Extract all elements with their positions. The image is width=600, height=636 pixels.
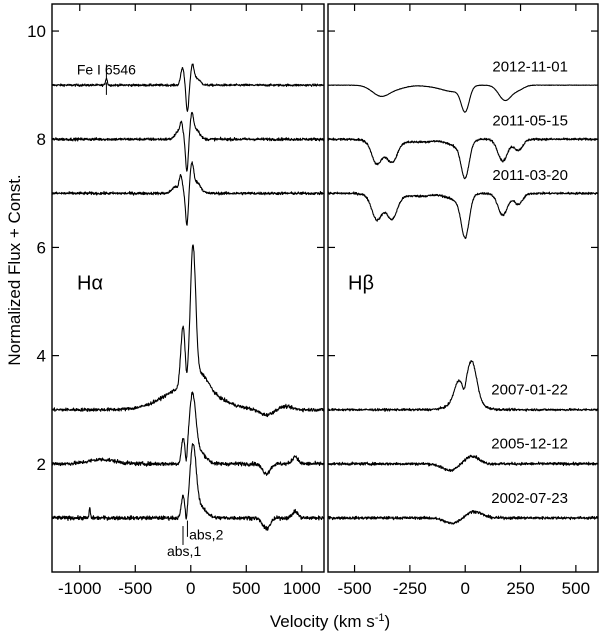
spectrum-2007-01-22 xyxy=(51,244,325,418)
spectrum-2007-01-22 xyxy=(327,359,599,412)
x-tick-label: -500 xyxy=(338,579,372,598)
epoch-label: 2011-03-20 xyxy=(492,167,568,184)
epoch-label: 2005-12-12 xyxy=(491,436,568,453)
spectrum-2011-03-20 xyxy=(51,161,325,226)
h-beta-panel: -500 -250 0 250 500 Hβ xyxy=(327,3,599,598)
x-tick-label: 250 xyxy=(506,579,534,598)
x-tick-label: 500 xyxy=(562,579,590,598)
spectrum-2011-05-15 xyxy=(327,137,599,180)
epoch-label: 2011-05-15 xyxy=(492,113,568,130)
x-axis-label: Velocity (km s-1) xyxy=(270,612,390,631)
epoch-labels: 2012-11-01 2011-05-15 2011-03-20 2007-01-22… xyxy=(491,59,568,507)
annotation-label: abs,1 xyxy=(167,543,201,559)
spectrum-2002-07-23 xyxy=(51,443,325,531)
plot-frame xyxy=(327,3,599,573)
x-tick-label: -1000 xyxy=(58,579,101,598)
x-tick-label: 0 xyxy=(186,579,195,598)
y-tick-label: 2 xyxy=(37,455,46,474)
x-tick-label: 0 xyxy=(460,579,469,598)
annotation-label: abs,2 xyxy=(189,527,223,543)
y-tick-label: 6 xyxy=(37,238,46,257)
x-tick-label: -250 xyxy=(393,579,427,598)
epoch-label: 2002-07-23 xyxy=(491,490,568,507)
epoch-label: 2007-01-22 xyxy=(491,382,568,399)
plot-frame xyxy=(51,3,325,573)
spectrum-2005-12-12 xyxy=(327,454,599,473)
spectrum-2002-07-23 xyxy=(327,510,599,525)
epoch-label: 2012-11-01 xyxy=(492,59,568,76)
x-tick-label: 1000 xyxy=(283,579,321,598)
spectrum-2005-12-12 xyxy=(51,391,325,476)
x-tick-label: 500 xyxy=(232,579,260,598)
spectrum-2011-05-15 xyxy=(51,111,325,172)
spectrum-2011-03-20 xyxy=(327,191,599,240)
panel-label: Hβ xyxy=(348,273,374,295)
y-tick-label: 8 xyxy=(37,130,46,149)
y-tick-label: 10 xyxy=(27,22,46,41)
y-axis-label: Normalized Flux + Const. xyxy=(5,174,24,365)
y-axis: 2 4 6 8 10 xyxy=(27,22,598,474)
y-tick-label: 4 xyxy=(37,347,46,366)
spectrum-2012-11-01 xyxy=(51,63,325,112)
x-tick-label: -500 xyxy=(118,579,152,598)
panel-label: Hα xyxy=(77,273,103,295)
spectrum-2012-11-01 xyxy=(327,84,598,113)
